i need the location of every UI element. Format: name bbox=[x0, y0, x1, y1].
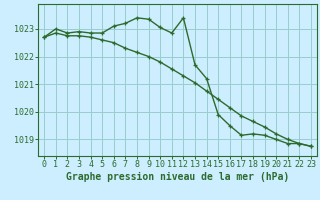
X-axis label: Graphe pression niveau de la mer (hPa): Graphe pression niveau de la mer (hPa) bbox=[66, 172, 289, 182]
